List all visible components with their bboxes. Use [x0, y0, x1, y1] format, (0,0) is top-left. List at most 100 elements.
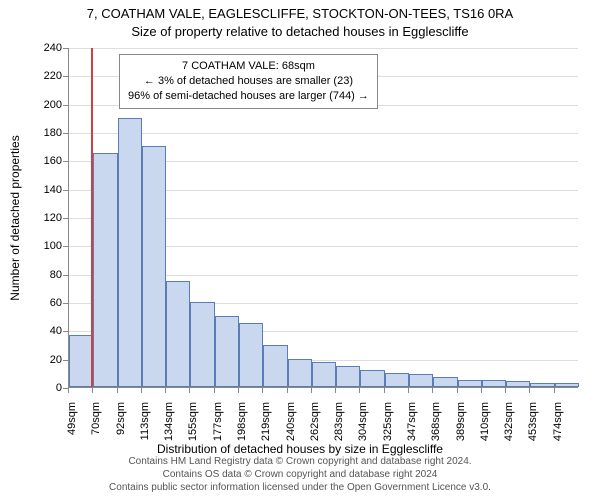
- x-tick-label: 368sqm: [430, 402, 442, 441]
- x-tick-label: 113sqm: [139, 402, 151, 440]
- x-tick-mark: [335, 388, 336, 393]
- chart-title-line2: Size of property relative to detached ho…: [0, 24, 600, 39]
- x-tick-mark: [457, 388, 458, 393]
- histogram-bar: [555, 383, 579, 387]
- x-tick-label: 240sqm: [285, 402, 297, 441]
- histogram-bar: [458, 380, 482, 387]
- y-tick-label: 80: [16, 269, 62, 281]
- annotation-box: 7 COATHAM VALE: 68sqm ← 3% of detached h…: [119, 54, 378, 109]
- y-tick-mark: [63, 133, 68, 134]
- x-tick-mark: [262, 388, 263, 393]
- histogram-bar: [409, 374, 433, 387]
- footer-attribution: Contains HM Land Registry data © Crown c…: [0, 455, 600, 494]
- y-tick-label: 20: [16, 354, 62, 366]
- y-tick-label: 180: [16, 127, 62, 139]
- histogram-bar: [385, 373, 409, 387]
- y-tick-label: 120: [16, 212, 62, 224]
- histogram-bar: [336, 366, 360, 387]
- y-tick-mark: [63, 161, 68, 162]
- y-tick-label: 60: [16, 297, 62, 309]
- histogram-bar: [263, 345, 287, 388]
- histogram-bar: [118, 118, 142, 387]
- plot-area: 7 COATHAM VALE: 68sqm ← 3% of detached h…: [68, 48, 578, 388]
- histogram-bar: [166, 281, 190, 387]
- x-tick-mark: [384, 388, 385, 393]
- x-tick-mark: [529, 388, 530, 393]
- y-tick-mark: [63, 48, 68, 49]
- x-tick-label: 283sqm: [333, 402, 345, 441]
- x-tick-mark: [214, 388, 215, 393]
- histogram-bar: [288, 359, 312, 387]
- x-tick-mark: [141, 388, 142, 393]
- y-tick-mark: [63, 76, 68, 77]
- x-tick-mark: [359, 388, 360, 393]
- x-tick-label: 70sqm: [90, 402, 102, 435]
- footer-line2: Contains OS data © Crown copyright and d…: [0, 468, 600, 481]
- x-tick-label: 347sqm: [406, 402, 418, 441]
- marker-line: [91, 48, 93, 387]
- histogram-bar: [506, 381, 530, 387]
- gridline: [69, 133, 578, 134]
- gridline: [69, 48, 578, 49]
- x-tick-mark: [408, 388, 409, 393]
- histogram-bar: [360, 370, 384, 387]
- y-tick-mark: [63, 190, 68, 191]
- chart-title-line1: 7, COATHAM VALE, EAGLESCLIFFE, STOCKTON-…: [0, 6, 600, 21]
- x-tick-label: 155sqm: [187, 402, 199, 441]
- x-tick-label: 177sqm: [212, 402, 224, 441]
- x-tick-mark: [117, 388, 118, 393]
- x-tick-mark: [311, 388, 312, 393]
- histogram-bar: [190, 302, 214, 387]
- x-tick-mark: [189, 388, 190, 393]
- x-tick-mark: [505, 388, 506, 393]
- chart-container: 7, COATHAM VALE, EAGLESCLIFFE, STOCKTON-…: [0, 0, 600, 500]
- y-tick-label: 160: [16, 155, 62, 167]
- x-tick-label: 389sqm: [455, 402, 467, 441]
- histogram-bar: [239, 323, 263, 387]
- x-tick-mark: [68, 388, 69, 393]
- y-tick-mark: [63, 218, 68, 219]
- histogram-bar: [530, 383, 554, 387]
- footer-line3: Contains public sector information licen…: [0, 481, 600, 494]
- y-tick-label: 140: [16, 184, 62, 196]
- x-tick-label: 219sqm: [260, 402, 272, 441]
- x-tick-mark: [165, 388, 166, 393]
- x-tick-label: 198sqm: [236, 402, 248, 441]
- x-tick-label: 325sqm: [382, 402, 394, 441]
- y-tick-mark: [63, 246, 68, 247]
- x-tick-mark: [238, 388, 239, 393]
- histogram-bar: [312, 362, 336, 388]
- y-tick-mark: [63, 105, 68, 106]
- x-tick-mark: [432, 388, 433, 393]
- y-tick-label: 100: [16, 240, 62, 252]
- x-tick-label: 410sqm: [479, 402, 491, 441]
- y-tick-mark: [63, 303, 68, 304]
- y-tick-label: 0: [16, 382, 62, 394]
- y-tick-label: 240: [16, 42, 62, 54]
- y-tick-label: 220: [16, 70, 62, 82]
- y-tick-label: 40: [16, 325, 62, 337]
- histogram-bar: [482, 380, 506, 387]
- annotation-line1: 7 COATHAM VALE: 68sqm: [128, 59, 369, 74]
- x-tick-label: 262sqm: [309, 402, 321, 441]
- x-tick-mark: [92, 388, 93, 393]
- x-tick-label: 92sqm: [115, 402, 127, 435]
- y-tick-label: 200: [16, 99, 62, 111]
- x-tick-label: 49sqm: [66, 402, 78, 435]
- y-tick-mark: [63, 275, 68, 276]
- x-tick-mark: [554, 388, 555, 393]
- x-tick-label: 432sqm: [503, 402, 515, 441]
- histogram-bar: [93, 153, 117, 387]
- annotation-line3: 96% of semi-detached houses are larger (…: [128, 89, 369, 104]
- x-tick-mark: [481, 388, 482, 393]
- histogram-bar: [69, 335, 93, 387]
- x-tick-label: 453sqm: [527, 402, 539, 441]
- annotation-line2: ← 3% of detached houses are smaller (23): [128, 74, 369, 89]
- histogram-bar: [433, 377, 457, 387]
- x-tick-label: 134sqm: [163, 402, 175, 441]
- y-tick-mark: [63, 331, 68, 332]
- x-tick-mark: [287, 388, 288, 393]
- x-tick-label: 474sqm: [552, 402, 564, 441]
- x-tick-label: 304sqm: [357, 402, 369, 441]
- footer-line1: Contains HM Land Registry data © Crown c…: [0, 455, 600, 468]
